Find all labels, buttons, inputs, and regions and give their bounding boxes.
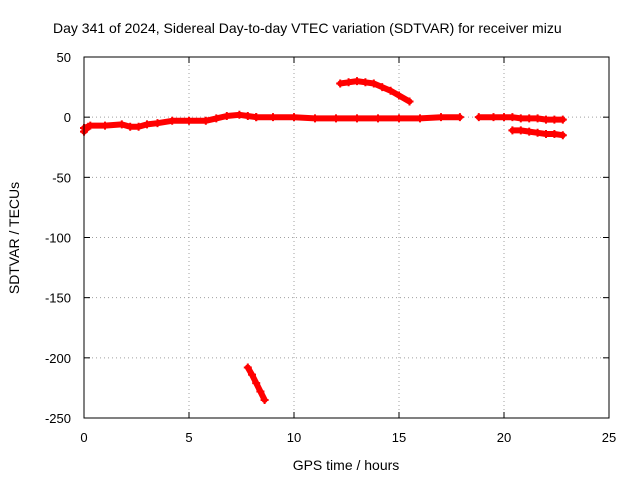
series-arc-1 xyxy=(81,111,260,131)
data-point xyxy=(489,113,498,122)
plot-frame xyxy=(83,56,610,419)
x-tick-label: 25 xyxy=(602,430,616,445)
series-arc-3 xyxy=(475,114,566,123)
data-point xyxy=(361,78,370,87)
data-point xyxy=(395,91,403,100)
data-point xyxy=(542,130,550,139)
data-point xyxy=(212,114,221,123)
data-point xyxy=(201,116,210,125)
data-point xyxy=(550,130,559,139)
data-point xyxy=(126,122,135,131)
x-tick-label: 15 xyxy=(392,430,406,445)
data-point xyxy=(353,114,361,123)
y-tick-label: -250 xyxy=(45,411,71,426)
grid xyxy=(84,57,609,418)
data-point xyxy=(243,111,252,120)
data-point xyxy=(84,122,93,131)
ticks: 0 5 10 15 20 25 50 0 -50 -100 -150 -200 -250 xyxy=(45,50,616,445)
y-tick-label: -50 xyxy=(52,170,71,185)
x-tick-label: 20 xyxy=(497,430,511,445)
data-point xyxy=(516,114,525,123)
y-tick-label: -200 xyxy=(45,351,71,366)
data-point xyxy=(269,113,277,122)
x-axis-title: GPS time / hours xyxy=(293,457,400,473)
data-point xyxy=(516,126,525,135)
data-point xyxy=(252,379,261,388)
data-point xyxy=(222,111,231,120)
data-point xyxy=(369,79,378,88)
x-tick-label: 5 xyxy=(185,430,192,445)
data-point xyxy=(248,370,256,379)
y-tick-label: -100 xyxy=(45,231,71,246)
data-point xyxy=(437,113,445,122)
data-point xyxy=(474,113,483,122)
data-point xyxy=(243,363,252,372)
data-point xyxy=(290,113,298,122)
data-point xyxy=(525,127,534,136)
data-point xyxy=(332,114,340,123)
data-point xyxy=(386,86,395,95)
x-tick-label: 0 xyxy=(80,430,87,445)
data-point xyxy=(533,114,542,123)
data-point xyxy=(185,116,193,125)
data-point xyxy=(455,113,464,122)
y-tick-label: 0 xyxy=(64,110,71,125)
data-point xyxy=(508,126,517,135)
data-point xyxy=(395,114,403,123)
data-point xyxy=(525,114,534,123)
data-point xyxy=(533,128,542,137)
data-point xyxy=(252,113,261,122)
data-point xyxy=(558,131,567,140)
data-point xyxy=(311,114,319,123)
data-point xyxy=(117,120,126,129)
data-point xyxy=(260,395,269,404)
data-point xyxy=(500,113,508,122)
data-point xyxy=(143,120,151,129)
data-point xyxy=(374,114,382,123)
data-point xyxy=(235,110,244,119)
data-point xyxy=(256,387,265,396)
y-tick-label: -150 xyxy=(45,291,71,306)
data-point xyxy=(101,121,109,130)
data-point xyxy=(134,122,143,131)
chart-title: Day 341 of 2024, Sidereal Day-to-day VTE… xyxy=(53,20,562,36)
data-point xyxy=(542,115,550,124)
data-point xyxy=(353,77,361,86)
series-group xyxy=(80,77,567,404)
data-point xyxy=(344,78,353,87)
data-point xyxy=(550,115,559,124)
data-point xyxy=(336,79,345,88)
data-point xyxy=(168,116,177,125)
data-point xyxy=(153,119,162,128)
x-tick-label: 10 xyxy=(287,430,301,445)
data-point xyxy=(416,114,424,123)
data-point xyxy=(378,83,387,92)
data-point xyxy=(558,115,567,124)
data-point xyxy=(508,113,517,122)
y-axis-title: SDTVAR / TECUs xyxy=(6,182,22,294)
data-point xyxy=(405,97,414,106)
y-tick-label: 50 xyxy=(57,50,71,65)
